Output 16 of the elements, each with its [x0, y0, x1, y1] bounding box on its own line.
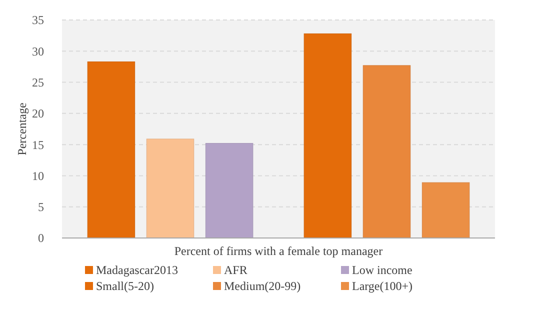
legend-label: Low income: [352, 263, 412, 277]
legend-label: Large(100+): [352, 279, 413, 293]
legend-label: Small(5-20): [96, 279, 154, 293]
legend-label: Madagascar2013: [96, 263, 178, 277]
y-tick-label: 30: [32, 44, 44, 58]
y-tick-label: 20: [32, 106, 44, 121]
y-axis-title: Percentage: [15, 102, 29, 156]
y-tick-label: 10: [32, 168, 44, 183]
y-tick-label: 0: [38, 231, 44, 246]
y-tick-label: 35: [32, 13, 44, 28]
y-tick-label: 15: [32, 138, 44, 152]
legend-label: AFR: [224, 263, 248, 277]
y-tick-label: 25: [32, 75, 44, 90]
y-tick-label: 5: [38, 200, 44, 214]
x-axis-title: Percent of firms with a female top manager: [174, 244, 383, 258]
legend-label: Medium(20-99): [224, 279, 301, 293]
